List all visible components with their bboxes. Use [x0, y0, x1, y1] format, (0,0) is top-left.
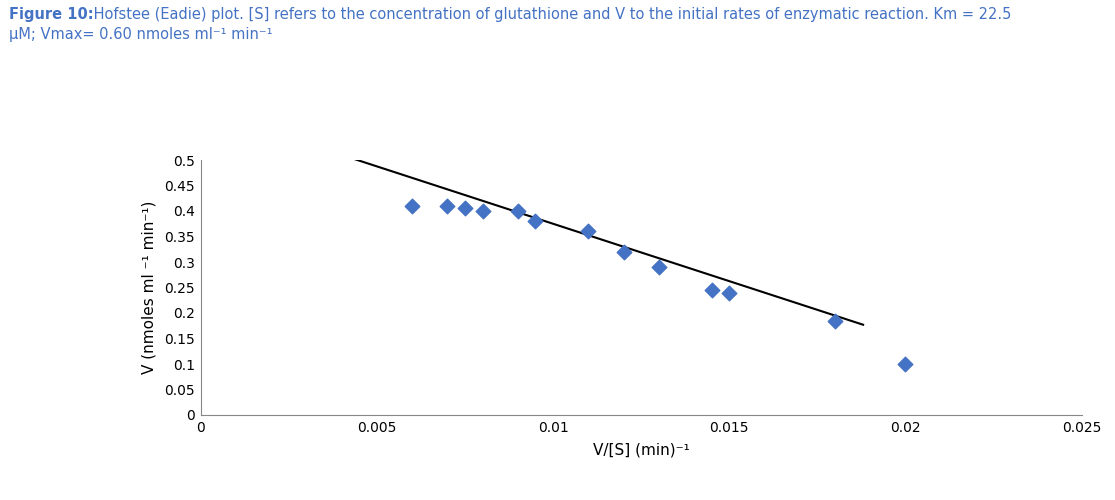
Text: μM; Vmax= 0.60 nmoles ml⁻¹ min⁻¹: μM; Vmax= 0.60 nmoles ml⁻¹ min⁻¹: [9, 28, 272, 42]
Point: [404, 202, 421, 210]
Point: [614, 248, 632, 256]
Point: [826, 316, 844, 324]
Text: Hofstee (Eadie) plot. [S] refers to the concentration of glutathione and V to th: Hofstee (Eadie) plot. [S] refers to the …: [89, 8, 1011, 22]
Point: [508, 207, 526, 215]
Point: [650, 263, 668, 271]
Point: [526, 217, 544, 225]
X-axis label: V/[S] (min)⁻¹: V/[S] (min)⁻¹: [593, 443, 689, 458]
Point: [702, 286, 720, 294]
Point: [580, 228, 598, 235]
Point: [896, 360, 914, 368]
Point: [720, 288, 738, 296]
Y-axis label: V (nmoles ml ⁻¹ min⁻¹): V (nmoles ml ⁻¹ min⁻¹): [142, 201, 156, 374]
Point: [438, 202, 456, 210]
Text: Figure 10:: Figure 10:: [9, 8, 94, 22]
Point: [474, 207, 492, 215]
Point: [456, 204, 474, 212]
